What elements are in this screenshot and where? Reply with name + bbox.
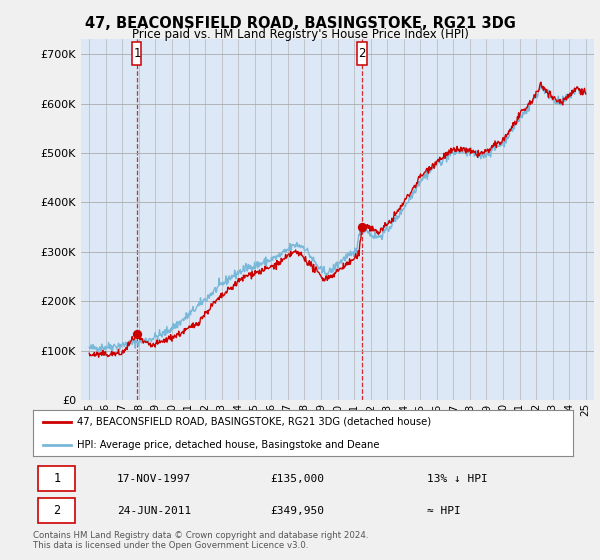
Text: £349,950: £349,950 xyxy=(271,506,325,516)
Text: 1: 1 xyxy=(133,47,140,60)
Point xyxy=(357,223,367,232)
Text: HPI: Average price, detached house, Basingstoke and Deane: HPI: Average price, detached house, Basi… xyxy=(77,440,380,450)
FancyBboxPatch shape xyxy=(358,42,367,65)
Text: Contains HM Land Registry data © Crown copyright and database right 2024.
This d: Contains HM Land Registry data © Crown c… xyxy=(33,531,368,550)
Text: 17-NOV-1997: 17-NOV-1997 xyxy=(116,474,191,484)
Text: 13% ↓ HPI: 13% ↓ HPI xyxy=(427,474,488,484)
Text: 2: 2 xyxy=(53,504,61,517)
Text: Price paid vs. HM Land Registry's House Price Index (HPI): Price paid vs. HM Land Registry's House … xyxy=(131,28,469,41)
Text: 2: 2 xyxy=(358,47,366,60)
FancyBboxPatch shape xyxy=(38,498,75,523)
FancyBboxPatch shape xyxy=(38,466,75,491)
Text: ≈ HPI: ≈ HPI xyxy=(427,506,461,516)
Text: £135,000: £135,000 xyxy=(271,474,325,484)
Text: 1: 1 xyxy=(53,472,61,486)
Text: 24-JUN-2011: 24-JUN-2011 xyxy=(116,506,191,516)
Text: 47, BEACONSFIELD ROAD, BASINGSTOKE, RG21 3DG: 47, BEACONSFIELD ROAD, BASINGSTOKE, RG21… xyxy=(85,16,515,31)
Text: 47, BEACONSFIELD ROAD, BASINGSTOKE, RG21 3DG (detached house): 47, BEACONSFIELD ROAD, BASINGSTOKE, RG21… xyxy=(77,417,431,427)
Point xyxy=(132,329,142,338)
FancyBboxPatch shape xyxy=(133,42,142,65)
